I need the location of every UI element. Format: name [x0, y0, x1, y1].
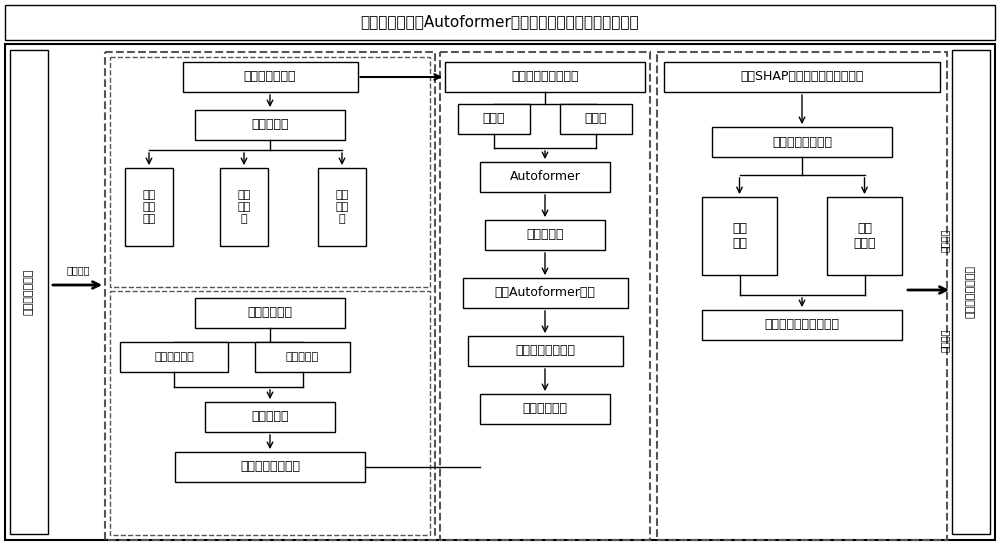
Text: 异常
值处
理: 异常 值处 理: [237, 190, 251, 223]
Bar: [110, 291, 430, 535]
Text: 时间序列数据重构: 时间序列数据重构: [240, 461, 300, 474]
Bar: [120, 342, 228, 372]
Text: Autoformer: Autoformer: [510, 171, 580, 184]
Bar: [5, 5, 995, 40]
Text: 贝叶斯优化: 贝叶斯优化: [526, 228, 564, 241]
Text: 刀盘扭矩预测数据集: 刀盘扭矩预测数据集: [511, 70, 579, 83]
Bar: [657, 52, 947, 540]
Text: 训练集: 训练集: [483, 112, 505, 125]
Text: 数据归一化: 数据归一化: [251, 410, 289, 423]
Bar: [445, 62, 645, 92]
Text: 刀盘扭矩多步预测: 刀盘扭矩多步预测: [515, 344, 575, 358]
Bar: [175, 452, 365, 482]
Text: 掘进系统数据库: 掘进系统数据库: [24, 269, 34, 315]
Bar: [702, 310, 902, 340]
Bar: [182, 62, 358, 92]
Text: 平均
贡献度: 平均 贡献度: [853, 222, 876, 250]
Bar: [952, 50, 990, 534]
Bar: [485, 220, 605, 250]
Text: 基于SHAP的施工参数可解释分析: 基于SHAP的施工参数可解释分析: [740, 70, 864, 83]
Bar: [105, 52, 435, 540]
Bar: [255, 342, 350, 372]
Bar: [195, 298, 345, 328]
Bar: [712, 127, 892, 157]
Bar: [480, 162, 610, 192]
Text: 常量参数过滤: 常量参数过滤: [154, 352, 194, 362]
Text: 最优Autoformer模型: 最优Autoformer模型: [495, 287, 595, 300]
Text: 盾构参数数据集: 盾构参数数据集: [244, 70, 296, 83]
Bar: [10, 50, 48, 534]
Bar: [458, 104, 530, 134]
Text: 施工参数解释模型: 施工参数解释模型: [772, 136, 832, 148]
Text: 关键时间步与施工参数: 关键时间步与施工参数: [765, 318, 840, 331]
Bar: [205, 402, 335, 432]
Bar: [462, 278, 628, 308]
Text: 基于贝叶斯优化Autoformer的盾构刀盘扭矩的多步预测系统: 基于贝叶斯优化Autoformer的盾构刀盘扭矩的多步预测系统: [361, 15, 639, 29]
Text: 数据预处理: 数据预处理: [251, 118, 289, 131]
Bar: [125, 168, 173, 246]
Text: 冗余参数过滤: 冗余参数过滤: [248, 306, 292, 319]
Bar: [827, 197, 902, 275]
Bar: [468, 336, 622, 366]
Text: 调取数据: 调取数据: [66, 265, 90, 275]
Bar: [664, 62, 940, 92]
Text: 停机
数据
过滤: 停机 数据 过滤: [142, 190, 156, 223]
Text: 掘进系统物理实体: 掘进系统物理实体: [966, 265, 976, 318]
Bar: [318, 168, 366, 246]
Bar: [110, 57, 430, 287]
Bar: [440, 52, 650, 540]
Text: 知识反馈: 知识反馈: [940, 228, 950, 252]
Text: 预测结果评估: 预测结果评估: [522, 403, 568, 415]
Bar: [480, 394, 610, 424]
Bar: [195, 110, 345, 140]
Text: 相关性分析: 相关性分析: [286, 352, 319, 362]
Bar: [702, 197, 777, 275]
Bar: [220, 168, 268, 246]
Bar: [560, 104, 632, 134]
Text: 操作指导: 操作指导: [940, 328, 950, 352]
Text: 测试集: 测试集: [585, 112, 607, 125]
Text: 总体
影响: 总体 影响: [732, 222, 747, 250]
Text: 缺失
值处
理: 缺失 值处 理: [335, 190, 349, 223]
